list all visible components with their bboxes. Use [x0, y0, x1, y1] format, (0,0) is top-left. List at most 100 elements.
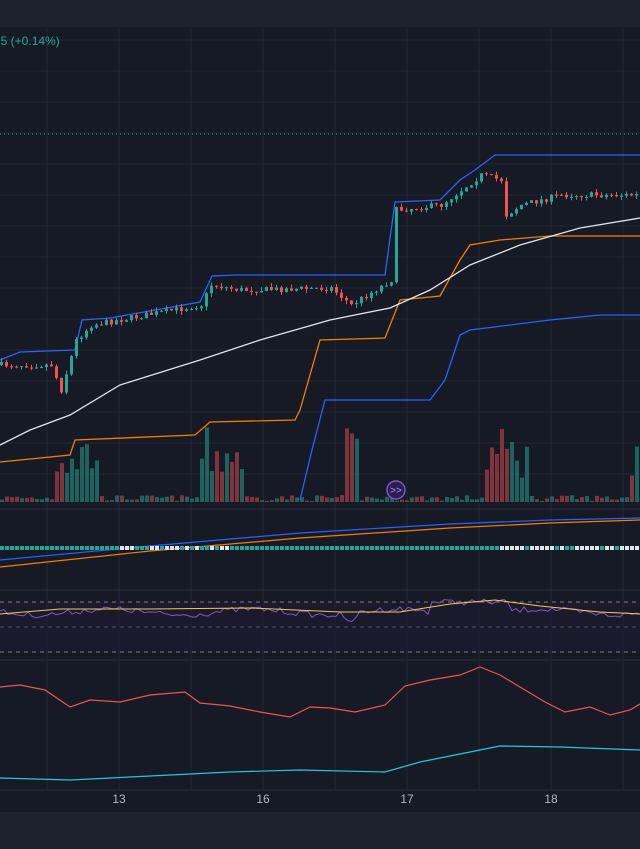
- candle: [445, 202, 448, 207]
- volume-bar: [570, 495, 574, 502]
- volume-bar: [220, 471, 224, 502]
- dot: [580, 546, 584, 550]
- candle: [455, 195, 458, 200]
- volume-bar: [575, 499, 579, 502]
- volume-bar: [200, 458, 204, 502]
- candle: [95, 324, 98, 328]
- red-indicator: [0, 666, 640, 718]
- volume-bar: [490, 447, 494, 502]
- volume-bar: [445, 497, 449, 502]
- dot: [365, 546, 369, 550]
- volume-bar: [20, 498, 24, 502]
- dot: [545, 546, 549, 550]
- volume-bar: [400, 499, 404, 502]
- volume-bar: [340, 495, 344, 502]
- dot: [510, 546, 514, 550]
- dot: [200, 546, 204, 550]
- candle: [385, 285, 388, 287]
- dot: [385, 546, 389, 550]
- candle: [165, 308, 168, 311]
- volume-bar: [250, 496, 254, 502]
- volume-bar: [545, 498, 549, 502]
- candle: [145, 312, 148, 319]
- volume-bar: [5, 496, 9, 502]
- candle: [470, 185, 473, 188]
- candle: [210, 285, 213, 294]
- candle: [510, 213, 513, 217]
- bottom-bar: [0, 812, 640, 849]
- candle: [585, 196, 588, 198]
- volume-bar: [415, 496, 419, 502]
- dot: [35, 546, 39, 550]
- volume-bar: [315, 495, 319, 502]
- volume-bar: [165, 496, 169, 502]
- volume-bar: [335, 497, 339, 502]
- candle: [450, 199, 453, 203]
- dot: [195, 546, 199, 550]
- volume-bar: [555, 499, 559, 502]
- x-tick-label: 13: [112, 792, 126, 806]
- candle: [465, 187, 468, 192]
- candle: [440, 204, 443, 207]
- candle: [460, 191, 463, 196]
- volume-bar: [75, 469, 79, 502]
- dot: [305, 546, 309, 550]
- candle: [530, 200, 533, 203]
- dot: [150, 546, 154, 550]
- volume-bar: [15, 496, 19, 502]
- dot: [430, 546, 434, 550]
- candle: [325, 289, 328, 291]
- dot: [135, 546, 139, 550]
- dot: [115, 546, 119, 550]
- candle: [290, 288, 293, 291]
- volume-bar: [190, 498, 194, 502]
- candle: [295, 288, 298, 291]
- candle: [305, 286, 308, 289]
- volume-bar: [485, 469, 489, 502]
- dot: [460, 546, 464, 550]
- dot: [40, 546, 44, 550]
- candle: [275, 287, 278, 290]
- volume-bar: [80, 447, 84, 502]
- dot: [315, 546, 319, 550]
- candle: [5, 362, 8, 367]
- dot: [130, 546, 134, 550]
- dot: [95, 546, 99, 550]
- dot: [355, 546, 359, 550]
- dot: [440, 546, 444, 550]
- dot: [185, 546, 189, 550]
- volume-bar: [425, 500, 429, 502]
- dot: [125, 546, 129, 550]
- dot: [475, 546, 479, 550]
- candle: [0, 362, 3, 365]
- candle: [90, 327, 93, 331]
- candle: [180, 307, 183, 311]
- volume-bar: [135, 499, 139, 502]
- volume-bar: [215, 451, 219, 502]
- volume-bar: [55, 471, 59, 502]
- candle: [600, 195, 603, 198]
- volume-bar: [90, 468, 94, 502]
- candle: [375, 291, 378, 293]
- dot: [375, 546, 379, 550]
- volume-bar: [515, 460, 519, 502]
- volume-bar: [160, 497, 164, 502]
- replay-icon[interactable]: [386, 480, 406, 500]
- volume-bar: [630, 475, 634, 502]
- volume-bar: [455, 496, 459, 502]
- candle: [605, 194, 608, 198]
- dot: [120, 546, 124, 550]
- dot: [520, 546, 524, 550]
- candle: [620, 195, 623, 197]
- dot: [265, 546, 269, 550]
- volume-bar: [40, 499, 44, 502]
- dot: [110, 546, 114, 550]
- orange-line: [0, 235, 640, 463]
- candle: [475, 181, 478, 186]
- dot: [45, 546, 49, 550]
- candle: [495, 174, 498, 179]
- cyan-indicator: [0, 745, 640, 781]
- candle: [10, 366, 13, 368]
- volume-bar: [65, 472, 69, 502]
- volume-bar: [300, 497, 304, 502]
